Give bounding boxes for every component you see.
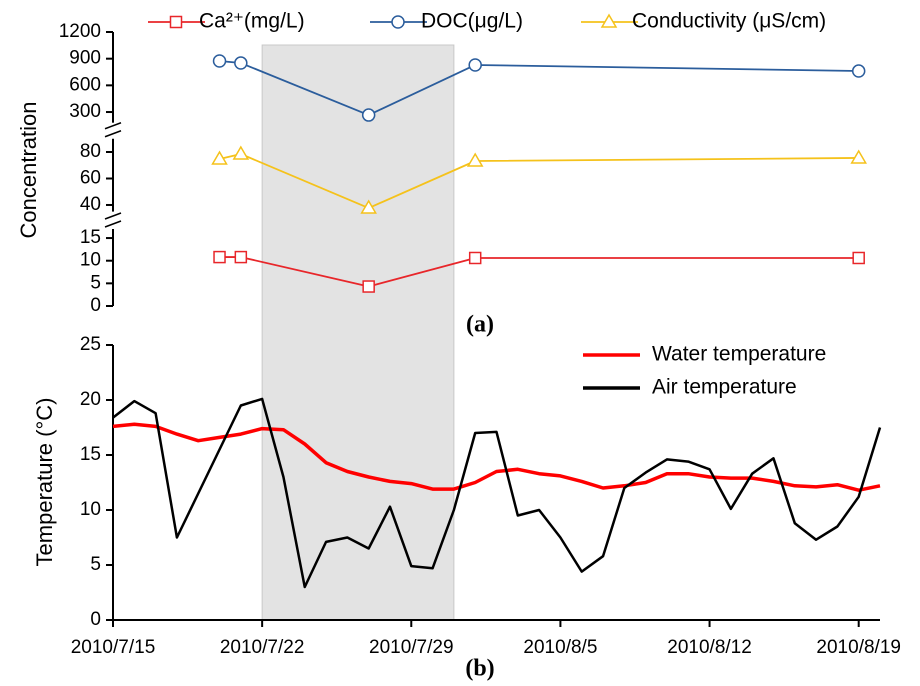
marker — [234, 56, 248, 70]
y-tick-label: 60 — [80, 168, 101, 189]
axis-break — [104, 220, 122, 228]
marker — [211, 150, 228, 165]
y-tick-label: 300 — [69, 101, 101, 122]
y-axis-label: Temperature (°C) — [32, 398, 57, 567]
legend-label: Ca²⁺(mg/L) — [199, 10, 305, 33]
marker — [212, 54, 227, 68]
y-tick-label: 40 — [80, 194, 101, 215]
y-tick-label: 20 — [80, 389, 101, 410]
panel-label: (a) — [466, 312, 494, 338]
marker — [362, 280, 375, 293]
panel-label: (b) — [465, 656, 494, 682]
x-tick-label: 2010/7/22 — [220, 637, 305, 658]
y-tick-label: 900 — [69, 48, 101, 69]
marker — [850, 149, 867, 164]
legend-label: Water temperature — [652, 343, 826, 366]
legend-label: Conductivity (μS/cm) — [632, 10, 826, 33]
marker — [851, 64, 866, 78]
marker — [468, 251, 482, 265]
y-tick-label: 600 — [69, 74, 101, 95]
y-tick-label: 15 — [80, 227, 101, 248]
marker — [466, 152, 484, 167]
marker — [232, 145, 250, 160]
marker — [468, 58, 482, 72]
marker — [361, 108, 376, 122]
y-tick-label: 10 — [80, 250, 101, 271]
marker — [360, 199, 377, 214]
marker — [234, 250, 248, 264]
axis-break — [104, 130, 122, 138]
y-axis-label: Concentration — [16, 102, 41, 239]
series-line — [112, 397, 882, 589]
y-tick-label: 25 — [80, 334, 101, 355]
x-tick-label: 2010/7/29 — [369, 637, 454, 658]
series-line — [112, 422, 881, 492]
legend-label: Air temperature — [652, 376, 797, 399]
marker — [169, 15, 183, 29]
y-tick-label: 5 — [90, 272, 101, 293]
x-tick-label: 2010/8/19 — [816, 637, 901, 658]
marker — [852, 251, 865, 265]
highlight-band — [261, 44, 455, 621]
axis-break — [104, 212, 122, 220]
y-tick-label: 5 — [90, 554, 101, 575]
y-tick-label: 1200 — [59, 21, 101, 42]
legend-label: DOC(μg/L) — [421, 10, 523, 33]
x-tick-label: 2010/7/15 — [71, 637, 156, 658]
marker — [213, 250, 226, 264]
y-tick-label: 80 — [80, 141, 101, 162]
axis-break — [104, 122, 122, 130]
y-tick-label: 10 — [80, 499, 101, 520]
marker — [600, 13, 618, 28]
x-tick-label: 2010/8/5 — [523, 637, 597, 658]
marker — [391, 15, 405, 29]
y-tick-label: 15 — [80, 444, 101, 465]
x-tick-label: 2010/8/12 — [667, 637, 752, 658]
y-tick-label: 0 — [90, 295, 101, 316]
y-tick-label: 0 — [90, 609, 101, 630]
